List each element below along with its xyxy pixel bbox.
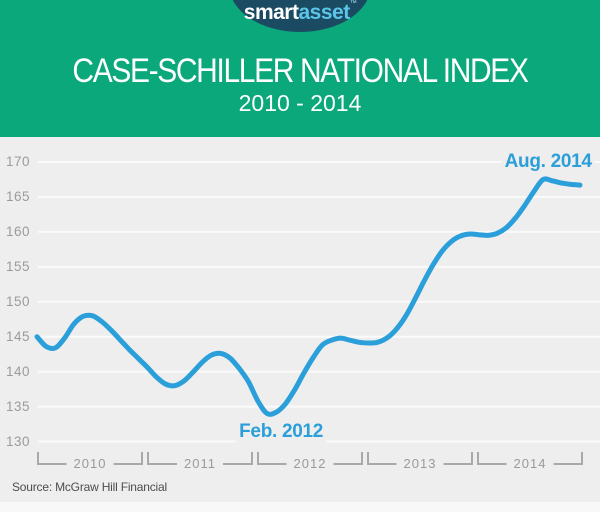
y-tick-label-140: 140 bbox=[5, 363, 30, 379]
y-tick-label-165: 165 bbox=[5, 188, 30, 204]
footer-strip bbox=[0, 502, 600, 512]
annotation-2014-08: Aug. 2014 bbox=[501, 151, 595, 174]
page-subtitle: 2010 - 2014 bbox=[238, 90, 362, 116]
x-tick-label-2012: 2012 bbox=[286, 457, 334, 471]
x-tick-label-2014: 2014 bbox=[506, 457, 554, 471]
header: smartasset™ CASE-SCHILLER NATIONAL INDEX… bbox=[0, 0, 600, 137]
page-title: CASE-SCHILLER NATIONAL INDEX bbox=[72, 52, 528, 90]
y-tick-label-145: 145 bbox=[5, 328, 30, 344]
x-tick-label-2011: 2011 bbox=[177, 457, 223, 471]
chart-panel: 130 135 140 145 150 155 160 165 170 2010 2011 2012… bbox=[0, 137, 600, 512]
logo-word-smart: smart bbox=[243, 1, 299, 24]
annotation-2012-02: Feb. 2012 bbox=[236, 420, 327, 443]
y-tick-label-135: 135 bbox=[5, 398, 30, 414]
gridlines bbox=[38, 161, 600, 443]
y-tick-label-130: 130 bbox=[5, 433, 30, 449]
smartasset-logo: smartasset™ bbox=[229, 0, 371, 32]
source-note: Source: McGraw Hill Financial bbox=[12, 480, 167, 494]
y-tick-label-155: 155 bbox=[5, 258, 30, 274]
y-tick-label-160: 160 bbox=[5, 223, 30, 239]
logo-word-asset: asset bbox=[298, 1, 350, 24]
y-tick-label-150: 150 bbox=[5, 293, 30, 309]
x-tick-label-2013: 2013 bbox=[396, 457, 444, 471]
trademark-symbol: ™ bbox=[349, 0, 357, 7]
x-tick-label-2010: 2010 bbox=[66, 457, 114, 471]
smartasset-logo-text: smartasset™ bbox=[229, 0, 371, 25]
index-line-series bbox=[34, 176, 583, 417]
y-tick-label-170: 170 bbox=[5, 154, 30, 169]
